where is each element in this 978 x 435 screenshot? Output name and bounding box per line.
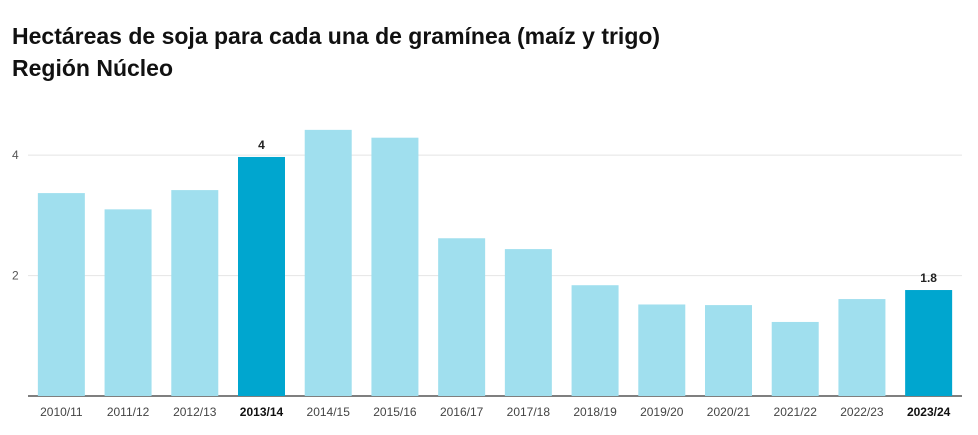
y-tick-label-2: 2	[12, 269, 19, 283]
bar-2017-18	[504, 249, 552, 396]
x-tick-label-2018-19: 2018/19	[573, 405, 617, 419]
bar-2022-23	[838, 299, 886, 396]
x-tick-label-2010-11: 2010/11	[40, 405, 83, 419]
bar-2013-14	[238, 156, 285, 396]
x-tick-label-2019-20: 2019/20	[640, 405, 684, 419]
x-tick-label-2013-14: 2013/14	[240, 405, 284, 419]
x-tick-label-2023-24: 2023/24	[907, 405, 951, 419]
data-label-2023-24: 1.8	[920, 271, 937, 285]
bar-2012-13	[171, 190, 219, 396]
gridlines	[28, 154, 962, 397]
x-tick-label-2021-22: 2021/22	[774, 405, 818, 419]
x-tick-label-2011-12: 2011/12	[107, 405, 150, 419]
x-tick-label-2017-18: 2017/18	[507, 405, 551, 419]
bar-2023-24	[905, 290, 953, 396]
bar-2016-17	[438, 238, 486, 396]
x-tick-label-2022-23: 2022/23	[840, 405, 884, 419]
x-tick-label-2012-13: 2012/13	[173, 405, 217, 419]
bar-2015-16	[371, 137, 419, 396]
x-tick-label-2020-21: 2020/21	[707, 405, 751, 419]
bar-2014-15	[304, 129, 352, 396]
bar-2010-11	[37, 193, 85, 396]
bar-2021-22	[771, 321, 819, 396]
bar-2020-21	[705, 305, 752, 396]
bar-2018-19	[571, 285, 619, 396]
x-tick-label-2016-17: 2016/17	[440, 405, 484, 419]
bar-2019-20	[638, 304, 686, 396]
labels: 2 4 2010/11 2011/12 2012/13 2013/14 2014/15 201…	[12, 138, 951, 419]
chart-title-line: Hectáreas de soja para cada una de gramí…	[12, 23, 661, 49]
chart-subtitle: Región Núcleo	[12, 55, 174, 81]
bars	[37, 129, 953, 396]
chart-title: Hectáreas de soja para cada una de gramí…	[12, 20, 660, 84]
x-tick-label-2014-15: 2014/15	[307, 405, 351, 419]
y-tick-label-4: 4	[12, 148, 19, 162]
x-tick-label-2015-16: 2015/16	[373, 405, 417, 419]
data-label-2013-14: 4	[258, 138, 265, 152]
bar-2011-12	[104, 209, 152, 396]
